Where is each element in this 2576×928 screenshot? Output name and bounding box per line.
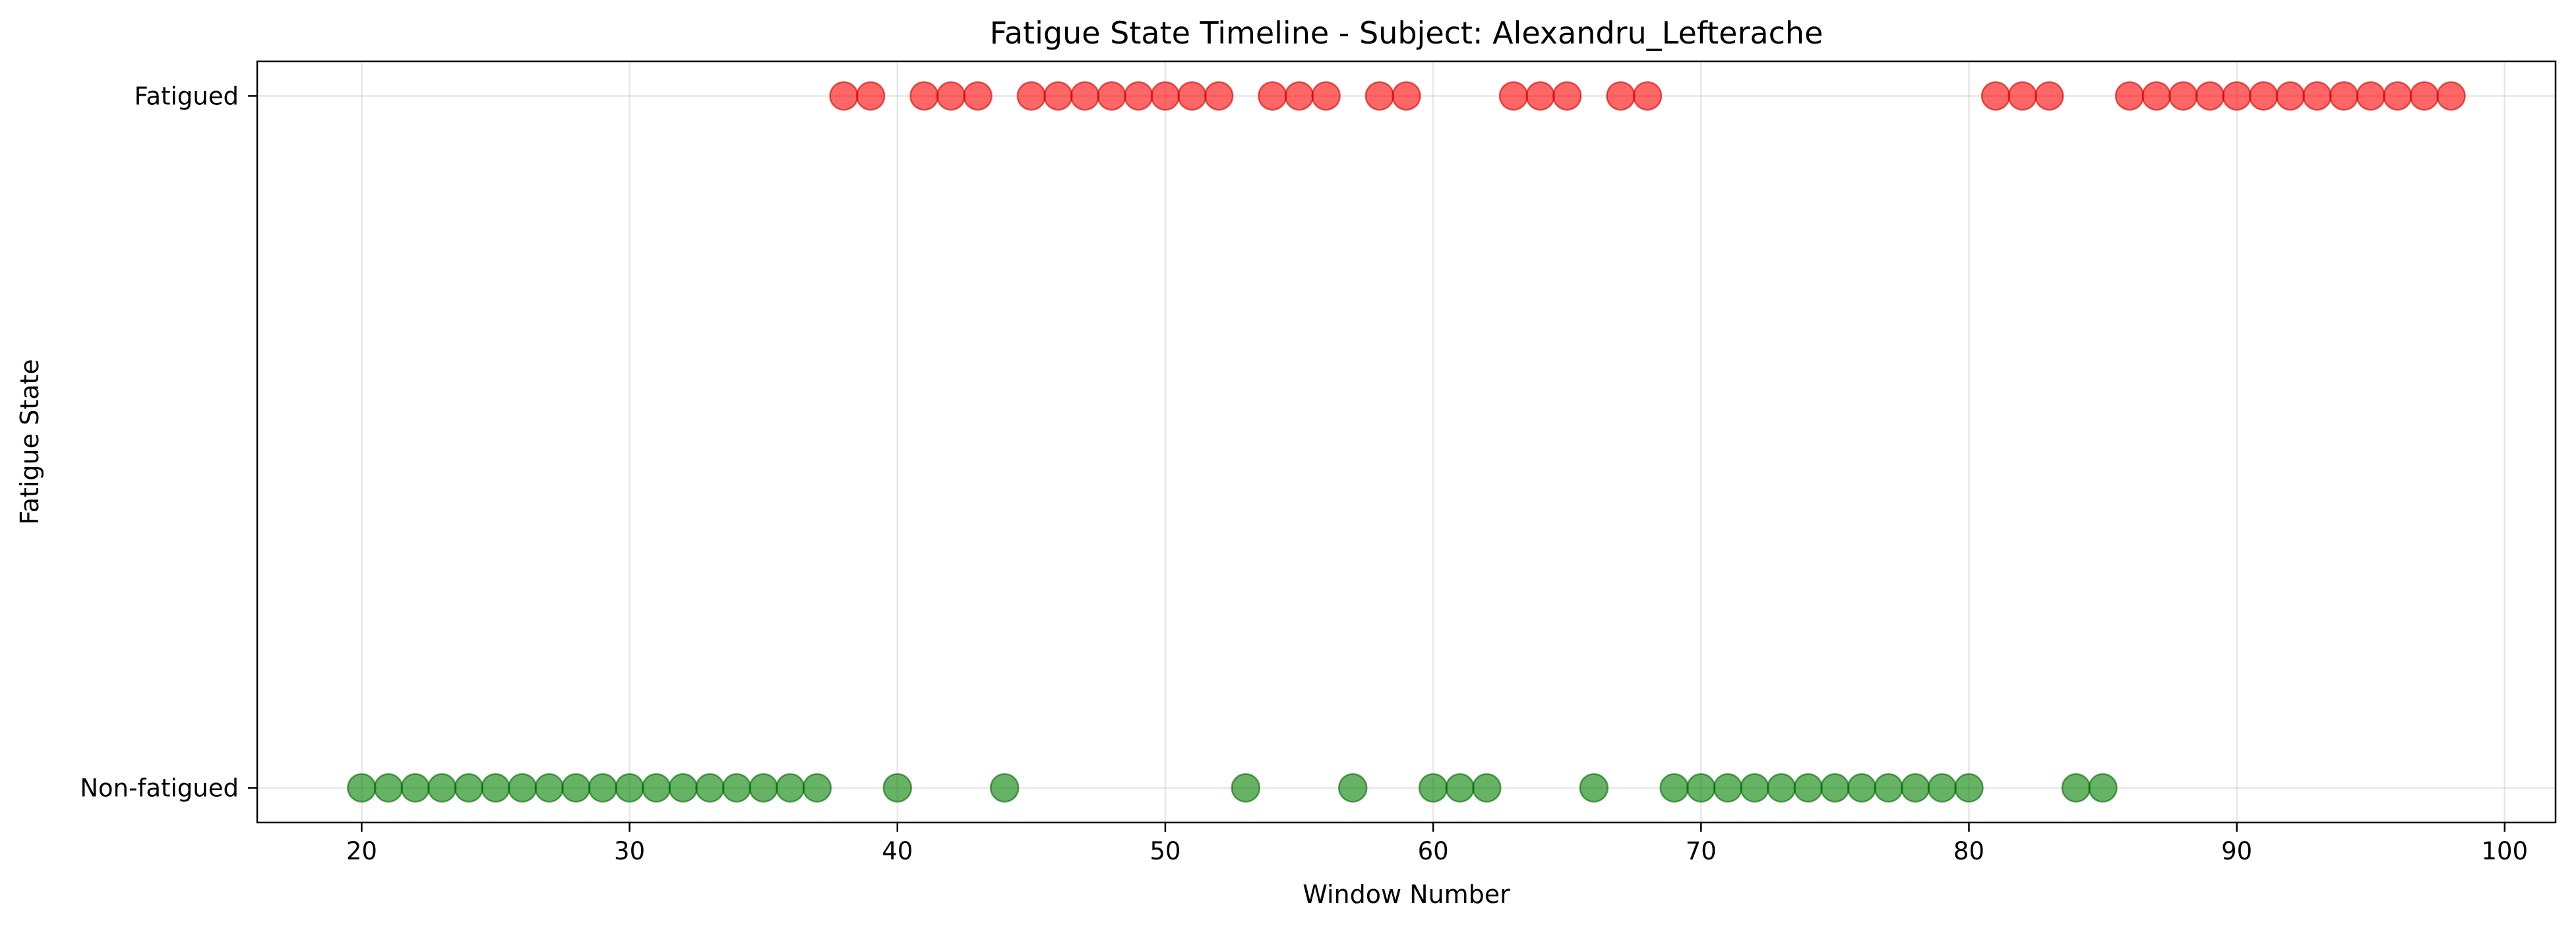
fatigued-point-96 (2383, 82, 2411, 109)
ticks-layer: 20 30 40 50 60 70 80 90 100 Non-fatigued Fatigued (80, 82, 2528, 865)
non-fatigued-point-23 (428, 774, 456, 802)
fatigued-point-63 (1500, 82, 1527, 109)
x-tick-label-90: 90 (2221, 837, 2252, 865)
fatigued-point-86 (2116, 82, 2143, 109)
x-tick-label-70: 70 (1686, 837, 1717, 865)
non-fatigued-point-85 (2089, 774, 2117, 802)
non-fatigued-point-44 (991, 774, 1018, 802)
fatigued-point-93 (2304, 82, 2331, 109)
fatigued-point-56 (1312, 82, 1340, 109)
fatigued-point-42 (937, 82, 965, 109)
fatigued-point-59 (1393, 82, 1421, 109)
non-fatigued-point-37 (803, 774, 831, 802)
fatigued-point-54 (1258, 82, 1286, 109)
fatigued-point-97 (2410, 82, 2438, 109)
non-fatigued-point-66 (1580, 774, 1608, 802)
fatigued-point-43 (964, 82, 992, 109)
non-fatigued-point-75 (1821, 774, 1849, 802)
x-tick-label-80: 80 (1953, 837, 1984, 865)
fatigued-point-89 (2196, 82, 2224, 109)
non-fatigued-point-76 (1848, 774, 1876, 802)
fatigued-point-55 (1285, 82, 1313, 109)
non-fatigued-point-28 (562, 774, 590, 802)
non-fatigued-point-53 (1232, 774, 1260, 802)
y-tick-label-0: Non-fatigued (80, 774, 239, 803)
fatigued-point-45 (1018, 82, 1045, 109)
non-fatigued-point-78 (1901, 774, 1929, 802)
fatigued-point-82 (2009, 82, 2037, 109)
fatigued-point-65 (1553, 82, 1581, 109)
fatigued-point-47 (1071, 82, 1099, 109)
fatigued-point-81 (1982, 82, 2009, 109)
x-tick-label-30: 30 (614, 837, 645, 865)
fatigued-point-88 (2169, 82, 2197, 109)
non-fatigued-point-24 (455, 774, 483, 802)
fatigued-point-92 (2277, 82, 2304, 109)
non-fatigued-point-72 (1741, 774, 1769, 802)
fatigued-point-50 (1151, 82, 1179, 109)
non-fatigued-point-60 (1419, 774, 1447, 802)
non-fatigued-point-34 (723, 774, 751, 802)
fatigued-point-51 (1179, 82, 1206, 109)
fatigued-point-38 (830, 82, 858, 109)
x-tick-label-40: 40 (882, 837, 913, 865)
fatigued-point-67 (1607, 82, 1634, 109)
fatigued-point-68 (1634, 82, 1661, 109)
non-fatigued-point-62 (1473, 774, 1500, 802)
x-tick-label-60: 60 (1418, 837, 1449, 865)
fatigued-point-41 (910, 82, 938, 109)
fatigued-point-39 (857, 82, 884, 109)
non-fatigued-point-30 (616, 774, 644, 802)
non-fatigued-point-73 (1767, 774, 1795, 802)
non-fatigued-point-80 (1955, 774, 1982, 802)
fatigued-point-90 (2223, 82, 2251, 109)
x-tick-label-100: 100 (2482, 837, 2529, 865)
non-fatigued-point-61 (1446, 774, 1474, 802)
fatigued-point-64 (1527, 82, 1554, 109)
plot-frame (257, 61, 2556, 822)
non-fatigued-point-20 (348, 774, 375, 802)
fatigued-point-46 (1044, 82, 1072, 109)
fatigued-point-83 (2035, 82, 2063, 109)
non-fatigued-point-74 (1794, 774, 1822, 802)
y-axis-label: Fatigue State (15, 359, 44, 524)
non-fatigued-point-31 (642, 774, 670, 802)
non-fatigued-point-79 (1928, 774, 1956, 802)
fatigued-point-94 (2330, 82, 2358, 109)
fatigued-point-58 (1366, 82, 1394, 109)
non-fatigued-point-26 (508, 774, 536, 802)
fatigued-point-98 (2438, 82, 2465, 109)
x-axis-label: Window Number (1303, 880, 1510, 909)
non-fatigued-point-84 (2062, 774, 2090, 802)
non-fatigued-point-25 (481, 774, 509, 802)
non-fatigued-point-21 (375, 774, 402, 802)
fatigued-point-52 (1205, 82, 1233, 109)
fatigued-point-95 (2357, 82, 2385, 109)
chart-title: Fatigue State Timeline - Subject: Alexan… (990, 15, 1824, 51)
non-fatigued-point-32 (669, 774, 697, 802)
fatigued-point-91 (2250, 82, 2277, 109)
non-fatigued-point-69 (1661, 774, 1688, 802)
non-fatigued-point-77 (1875, 774, 1903, 802)
points-layer (348, 82, 2465, 801)
x-tick-label-50: 50 (1150, 837, 1181, 865)
x-tick-label-20: 20 (346, 837, 377, 865)
non-fatigued-point-57 (1339, 774, 1366, 802)
grid-layer (257, 61, 2556, 822)
y-tick-label-1: Fatigued (134, 82, 239, 110)
non-fatigued-point-71 (1714, 774, 1742, 802)
non-fatigued-point-33 (696, 774, 723, 802)
non-fatigued-point-36 (776, 774, 804, 802)
fatigued-point-87 (2143, 82, 2170, 109)
fatigued-point-49 (1124, 82, 1152, 109)
non-fatigued-point-40 (884, 774, 911, 802)
non-fatigued-point-22 (402, 774, 429, 802)
non-fatigued-point-27 (536, 774, 563, 802)
non-fatigued-point-29 (589, 774, 617, 802)
non-fatigued-point-35 (750, 774, 778, 802)
non-fatigued-point-70 (1687, 774, 1715, 802)
fatigued-point-48 (1098, 82, 1126, 109)
